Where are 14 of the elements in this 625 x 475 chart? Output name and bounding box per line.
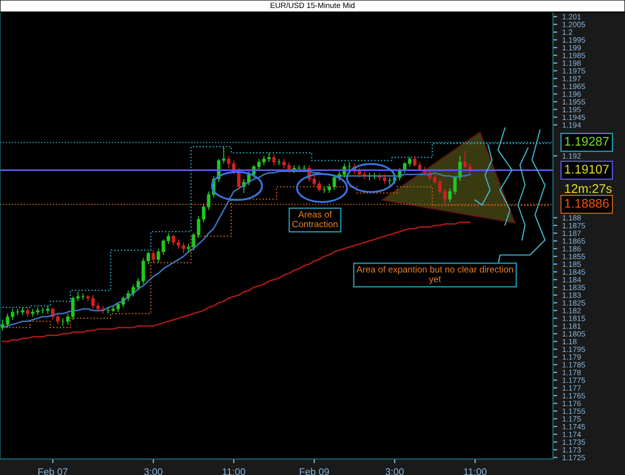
x-tick-label: Feb 07 bbox=[38, 468, 68, 475]
x-tick-label: 3:00 bbox=[144, 468, 162, 475]
ref-line-label: 1.18886 bbox=[565, 198, 609, 208]
text: 12m:27s bbox=[565, 184, 612, 194]
x-tick-label: Feb 09 bbox=[300, 468, 329, 475]
candlestick bbox=[277, 158, 281, 166]
x-tick-label: 11:00 bbox=[464, 468, 487, 475]
candlestick bbox=[272, 154, 276, 166]
annotation: Area of expantion but no clear direction yet bbox=[356, 266, 513, 284]
ref-line-label: 1.19287 bbox=[565, 136, 609, 146]
annotation: Areas of Contraction bbox=[292, 210, 338, 228]
ref-line-label: 1.19107 bbox=[565, 164, 609, 174]
x-tick-label: 3:00 bbox=[386, 468, 404, 475]
x-tick-label: 11:00 bbox=[222, 468, 246, 475]
